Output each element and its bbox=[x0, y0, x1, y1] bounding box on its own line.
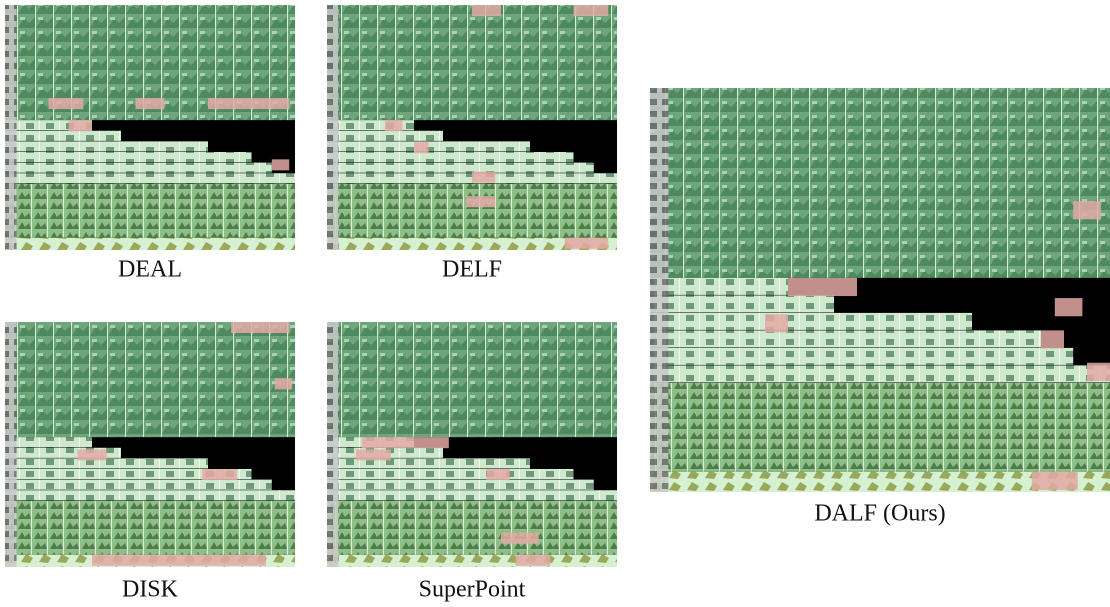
retrieval-row bbox=[5, 447, 121, 458]
false-match bbox=[1054, 298, 1083, 317]
false-match bbox=[472, 5, 501, 17]
retrieval-rows bbox=[5, 322, 295, 438]
retrieval-row bbox=[5, 458, 208, 469]
retrieval-row bbox=[327, 479, 594, 490]
retrieval-row bbox=[327, 130, 443, 141]
false-match bbox=[1087, 362, 1110, 381]
retrieval-row bbox=[5, 141, 208, 152]
false-match bbox=[68, 120, 92, 132]
false-match bbox=[271, 159, 290, 171]
false-match bbox=[765, 314, 788, 333]
retrieval-row bbox=[327, 469, 574, 480]
false-match bbox=[231, 322, 290, 334]
retrieval-row bbox=[650, 277, 788, 295]
retrieval-row bbox=[327, 120, 414, 131]
retrieval-row bbox=[5, 162, 272, 173]
retrieval-row bbox=[327, 458, 530, 469]
query-column bbox=[5, 322, 17, 567]
retrieval-rows bbox=[5, 183, 295, 238]
false-match bbox=[92, 554, 266, 566]
retrieval-row bbox=[650, 365, 1110, 383]
retrieval-row bbox=[650, 471, 1110, 492]
retrieval-rows bbox=[5, 500, 295, 555]
false-match bbox=[356, 449, 391, 461]
false-match bbox=[788, 277, 857, 297]
query-column bbox=[327, 322, 339, 567]
query-column bbox=[650, 88, 669, 492]
retrieval-row bbox=[5, 490, 295, 501]
retrieval-row bbox=[327, 490, 617, 501]
false-match bbox=[564, 237, 609, 249]
retrieval-row bbox=[5, 469, 252, 480]
caption: DISK bbox=[122, 577, 179, 603]
retrieval-row bbox=[5, 437, 92, 448]
caption: DELF bbox=[442, 257, 502, 283]
false-match bbox=[77, 449, 107, 461]
retrieval-rows bbox=[327, 5, 617, 121]
false-match bbox=[48, 98, 84, 110]
false-match bbox=[1073, 201, 1101, 220]
false-match bbox=[274, 378, 293, 390]
retrieval-rows bbox=[327, 500, 617, 555]
retrieval-row bbox=[327, 554, 617, 567]
false-match bbox=[573, 5, 609, 17]
retrieval-rows bbox=[650, 382, 1110, 472]
query-column bbox=[327, 5, 339, 250]
caption: DEAL bbox=[118, 257, 182, 283]
caption: SuperPoint bbox=[419, 577, 526, 603]
retrieval-row bbox=[5, 237, 295, 250]
retrieval-row bbox=[650, 295, 834, 313]
retrieval-row bbox=[327, 237, 617, 250]
retrieval-rows bbox=[327, 183, 617, 238]
query-column bbox=[5, 5, 17, 250]
false-match bbox=[385, 120, 403, 132]
false-match bbox=[202, 469, 237, 481]
retrieval-row bbox=[5, 130, 121, 141]
false-match bbox=[361, 437, 449, 449]
false-match bbox=[1041, 330, 1064, 349]
false-match bbox=[208, 98, 290, 110]
retrieval-row bbox=[650, 347, 1074, 365]
false-match bbox=[515, 554, 551, 566]
retrieval-row bbox=[327, 152, 574, 163]
false-match bbox=[1031, 471, 1078, 490]
false-match bbox=[135, 98, 165, 110]
false-match bbox=[472, 171, 496, 183]
caption: DALF (Ours) bbox=[814, 501, 945, 527]
retrieval-rows bbox=[650, 88, 1110, 278]
retrieval-row bbox=[650, 330, 1041, 348]
false-match bbox=[486, 469, 510, 481]
retrieval-row bbox=[5, 479, 272, 490]
retrieval-rows bbox=[327, 322, 617, 438]
retrieval-row bbox=[5, 120, 92, 131]
false-match bbox=[466, 196, 496, 208]
false-match bbox=[501, 532, 539, 544]
retrieval-row bbox=[650, 312, 972, 330]
retrieval-row bbox=[5, 173, 295, 184]
false-match bbox=[414, 142, 429, 154]
retrieval-row bbox=[327, 162, 594, 173]
retrieval-row bbox=[5, 152, 252, 163]
